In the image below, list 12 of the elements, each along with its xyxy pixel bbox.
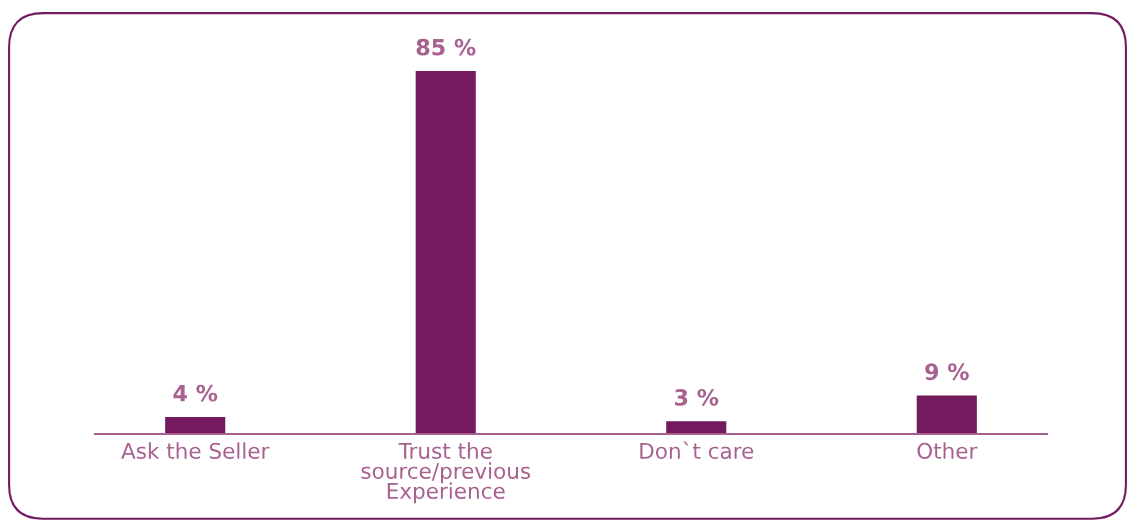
x-tick-label: Trust the source/previous Experience xyxy=(361,442,531,504)
x-tick-label: Other xyxy=(917,442,978,459)
bar xyxy=(666,421,727,434)
bar xyxy=(916,395,977,434)
bar xyxy=(415,71,476,434)
data-label: 3 % xyxy=(675,388,719,406)
x-tick-label: Ask the Seller xyxy=(121,442,270,459)
x-tick-label: Don`t care xyxy=(640,441,754,459)
data-label: 85 % xyxy=(416,38,476,56)
data-label: 4 % xyxy=(173,384,218,402)
bar xyxy=(165,416,226,434)
data-label: 9 % xyxy=(925,363,969,381)
